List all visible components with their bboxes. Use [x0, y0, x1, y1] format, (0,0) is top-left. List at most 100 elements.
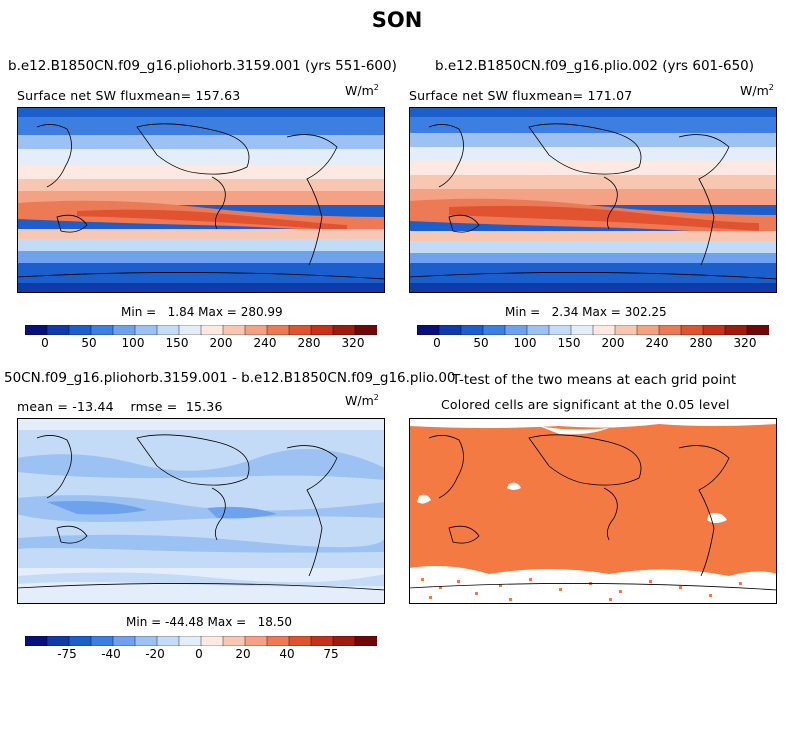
colorbar-swatch [90, 636, 114, 646]
colorbar-swatch [222, 636, 246, 646]
panel2-cbar-tick: 100 [513, 336, 537, 350]
panel2-units-base: W/m [740, 83, 769, 99]
panel1-cbar-tick: 320 [341, 336, 365, 350]
colorbar-swatch [178, 636, 202, 646]
panel3-cbar-tick: 75 [323, 647, 339, 661]
panel1-units-exp: 2 [373, 83, 379, 92]
colorbar-swatch [548, 325, 572, 335]
panel2-cbar-tick: 0 [433, 336, 441, 350]
colorbar-swatch [702, 325, 726, 335]
colorbar-swatch [134, 636, 158, 646]
panel1-variable: Surface net SW flux [17, 88, 145, 103]
panel3-rmse: 15.36 [185, 399, 223, 414]
colorbar-swatch [526, 325, 550, 335]
colorbar-swatch [222, 325, 246, 335]
colorbar-swatch [244, 325, 268, 335]
colorbar-swatch [46, 636, 70, 646]
colorbar-swatch [156, 325, 180, 335]
colorbar-swatch [354, 636, 377, 646]
colorbar-swatch [134, 325, 158, 335]
colorbar-swatch [178, 325, 202, 335]
colorbar-swatch [460, 325, 484, 335]
panel2-mean: 171.07 [587, 88, 633, 103]
colorbar-swatch [25, 636, 48, 646]
colorbar-swatch [680, 325, 704, 335]
panel3-cbar-tick: 40 [279, 647, 295, 661]
panel3-colorbar [25, 636, 377, 646]
colorbar-swatch [658, 325, 682, 335]
colorbar-swatch [288, 636, 312, 646]
panel3-title: 50CN.f09_g16.pliohorb.3159.001 - b.e12.B… [4, 370, 456, 386]
colorbar-swatch [266, 325, 290, 335]
panel3-minmax: Min = -44.48 Max = 18.50 [126, 615, 292, 629]
panel2-cbar-tick: 150 [557, 336, 581, 350]
panel2-max: 302.25 [624, 305, 667, 319]
colorbar-swatch [438, 325, 462, 335]
colorbar-swatch [570, 325, 594, 335]
panel4-map [409, 418, 777, 604]
colorbar-swatch [90, 325, 114, 335]
colorbar-swatch [68, 325, 92, 335]
panel1-cbar-tick: 240 [253, 336, 277, 350]
panel1-mean: 157.63 [195, 88, 241, 103]
colorbar-swatch [746, 325, 769, 335]
colorbar-swatch [46, 325, 70, 335]
panel2-cbar-tick: 320 [733, 336, 757, 350]
panel2-cbar-tick: 50 [473, 336, 489, 350]
panel3-units: W/m2 [345, 393, 379, 408]
panel3-cbar-tick: 0 [195, 647, 203, 661]
panel1-colorbar [25, 325, 377, 335]
panel1-cbar-tick: 100 [121, 336, 145, 350]
panel3-max: 18.50 [257, 615, 293, 629]
panel1-title: b.e12.B1850CN.f09_g16.pliohorb.3159.001 … [8, 58, 397, 74]
panel1-cbar-tick: 280 [297, 336, 321, 350]
colorbar-swatch [592, 325, 616, 335]
panel2-cbar-tick: 280 [689, 336, 713, 350]
panel1-max-label: Max = [198, 305, 237, 319]
panel1-cbar-tick: 0 [41, 336, 49, 350]
panel2-minmax: Min = 2.34 Max = 302.25 [505, 305, 667, 319]
colorbar-swatch [636, 325, 660, 335]
panel4-title: T-test of the two means at each grid poi… [452, 372, 737, 388]
panel3-min-label: Min = [126, 615, 162, 629]
panel2-cbar-tick: 200 [601, 336, 625, 350]
panel2-min-label: Min = [505, 305, 541, 319]
colorbar-swatch [68, 636, 92, 646]
panel3-cbar-tick: -40 [101, 647, 121, 661]
colorbar-swatch [332, 325, 356, 335]
colorbar-swatch [200, 325, 224, 335]
panel2-map [409, 107, 777, 293]
panel3-units-base: W/m [345, 393, 374, 409]
panel3-min: -44.48 [165, 615, 204, 629]
colorbar-swatch [614, 325, 638, 335]
colorbar-swatch [354, 325, 377, 335]
colorbar-swatch [266, 636, 290, 646]
panel2-colorbar [417, 325, 769, 335]
colorbar-swatch [332, 636, 356, 646]
panel1-cbar-tick: 50 [81, 336, 97, 350]
colorbar-swatch [724, 325, 748, 335]
panel3-rmse-label: rmse = [130, 399, 178, 414]
panel1-map [17, 107, 385, 293]
panel3-cbar-tick: 20 [235, 647, 251, 661]
colorbar-swatch [310, 636, 334, 646]
panel1-min-label: Min = [121, 305, 157, 319]
panel1-units: W/m2 [345, 83, 379, 98]
panel1-cbar-tick: 200 [209, 336, 233, 350]
panel3-mean-label: mean = [17, 399, 69, 414]
panel1-min: 1.84 [167, 305, 195, 319]
panel2-title: b.e12.B1850CN.f09_g16.plio.002 (yrs 601-… [435, 58, 755, 74]
panel1-subtitle: Surface net SW fluxmean= 157.63 [17, 88, 240, 103]
figure-title: SON [371, 8, 423, 32]
panel3-cbar-tick: -20 [145, 647, 165, 661]
panel2-min: 2.34 [551, 305, 579, 319]
colorbar-swatch [156, 636, 180, 646]
colorbar-swatch [288, 325, 312, 335]
panel1-units-base: W/m [345, 83, 374, 99]
colorbar-swatch [417, 325, 440, 335]
panel1-mean-label: mean= [144, 88, 192, 103]
panel3-units-exp: 2 [373, 393, 379, 402]
panel2-units: W/m2 [740, 83, 774, 98]
panel3-map [17, 418, 385, 604]
panel1-minmax: Min = 1.84 Max = 280.99 [121, 305, 283, 319]
